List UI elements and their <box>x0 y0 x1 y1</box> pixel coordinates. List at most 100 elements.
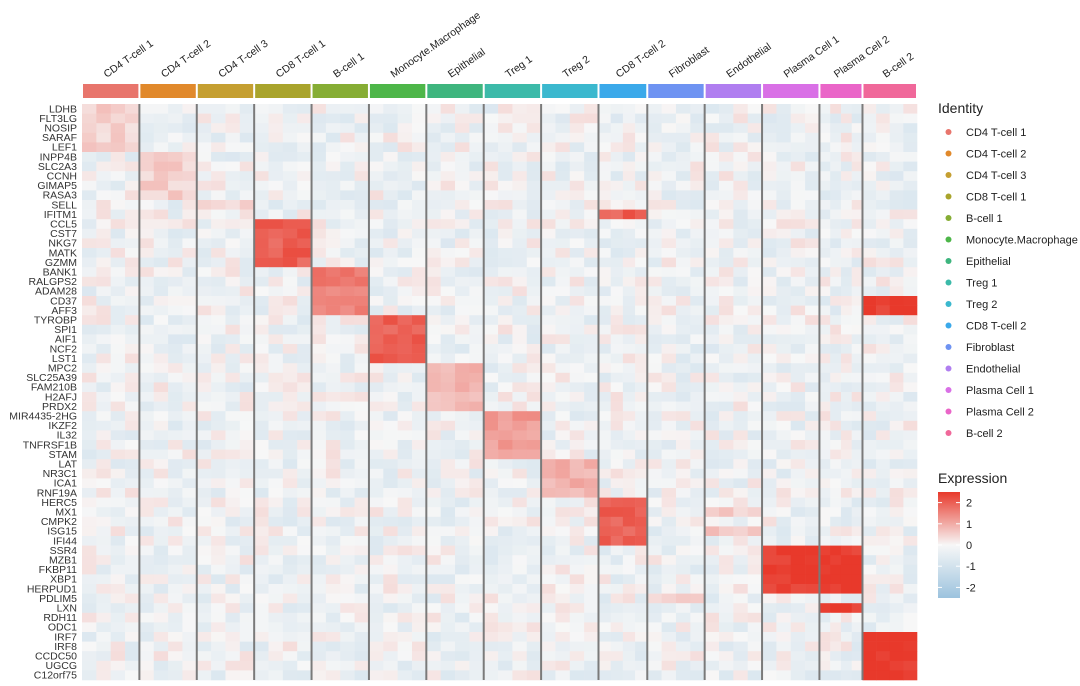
heatmap-cell <box>110 104 126 114</box>
heatmap-cell <box>541 238 556 249</box>
heatmap-cell <box>790 296 806 306</box>
heatmap-cell <box>830 603 842 614</box>
heatmap-cell <box>862 536 877 546</box>
gene-label: NKG7 <box>48 238 77 250</box>
heatmap-cell <box>268 248 284 258</box>
heatmap-cell <box>675 238 691 249</box>
heatmap-cell <box>125 372 140 383</box>
heatmap-cell <box>584 536 599 546</box>
heatmap-cell <box>622 641 636 652</box>
heatmap-cell <box>354 555 370 566</box>
heatmap-cell <box>862 497 877 508</box>
heatmap-cell <box>182 488 198 498</box>
cluster-label: CD4 T-cell 3 <box>216 38 270 81</box>
heatmap-cell <box>862 372 877 383</box>
heatmap-cell <box>254 248 269 258</box>
heatmap-cell <box>747 228 763 239</box>
heatmap-cell <box>622 353 636 364</box>
heatmap-cell <box>96 468 111 479</box>
heatmap-cell <box>610 276 624 287</box>
heatmap-cell <box>526 324 542 335</box>
heatmap-cell <box>426 171 441 182</box>
heatmap-cell <box>139 248 155 258</box>
heatmap-cell <box>555 449 571 460</box>
heatmap-cell <box>325 430 341 441</box>
heatmap-cell <box>512 641 528 652</box>
heatmap-cell <box>96 449 111 460</box>
heatmap-cell <box>96 276 111 287</box>
heatmap-cell <box>776 574 792 585</box>
heatmap-cell <box>196 344 212 354</box>
gene-label: HERC5 <box>41 497 77 509</box>
heatmap-cell <box>635 430 648 441</box>
heatmap-cell <box>526 632 542 642</box>
heatmap-cell <box>903 142 918 153</box>
heatmap-cell <box>469 516 485 527</box>
heatmap-cell <box>704 257 720 268</box>
heatmap-cell <box>254 171 269 182</box>
heatmap-cell <box>584 209 599 220</box>
heatmap-cell <box>610 401 624 412</box>
heatmap-cell <box>96 324 111 335</box>
heatmap-cell <box>876 315 891 326</box>
heatmap-cell <box>526 142 542 153</box>
heatmap-cell <box>225 123 241 134</box>
heatmap-cell <box>211 641 226 652</box>
heatmap-cell <box>297 123 312 134</box>
heatmap-cell <box>622 420 636 431</box>
heatmap-cell <box>340 238 355 249</box>
heatmap-cell <box>776 440 792 450</box>
heatmap-cell <box>211 228 226 239</box>
heatmap-cell <box>647 660 662 671</box>
heatmap-cell <box>82 238 97 249</box>
heatmap-cell <box>584 420 599 431</box>
heatmap-cell <box>340 344 355 354</box>
heatmap-cell <box>340 392 355 402</box>
heatmap-cell <box>455 632 470 642</box>
heatmap-cell <box>397 507 413 518</box>
heatmap-cell <box>96 411 111 422</box>
heatmap-cell <box>512 612 528 623</box>
heatmap-cell <box>889 507 904 518</box>
heatmap-cell <box>397 123 413 134</box>
heatmap-cell <box>762 353 777 364</box>
heatmap-cell <box>569 516 585 527</box>
heatmap-cell <box>661 564 677 575</box>
heatmap-cell <box>762 344 777 354</box>
heatmap-cell <box>397 526 413 537</box>
heatmap-cell <box>153 171 169 182</box>
heatmap-cell <box>830 228 842 239</box>
heatmap-cell <box>311 209 327 220</box>
heatmap-cell <box>584 286 599 297</box>
heatmap-cell <box>555 545 571 556</box>
heatmap-cell <box>297 257 312 268</box>
heatmap-cell <box>733 296 749 306</box>
heatmap-cell <box>541 152 556 162</box>
heatmap-cell <box>125 171 140 182</box>
heatmap-cell <box>876 353 891 364</box>
heatmap-cell <box>569 209 585 220</box>
heatmap-cell <box>368 440 384 450</box>
heatmap-cell <box>354 536 370 546</box>
heatmap-cell <box>512 219 528 230</box>
heatmap-cell <box>851 526 863 537</box>
heatmap-cell <box>876 142 891 153</box>
heatmap-cell <box>790 622 806 633</box>
heatmap-cell <box>876 430 891 441</box>
heatmap-cell <box>876 392 891 402</box>
heatmap-cell <box>747 430 763 441</box>
heatmap-cell <box>498 219 513 230</box>
heatmap-cell <box>455 248 470 258</box>
heatmap-cell <box>297 171 312 182</box>
heatmap-cell <box>584 670 599 681</box>
cluster-color-bars <box>83 84 916 98</box>
heatmap-cell <box>541 180 556 191</box>
heatmap-cell <box>139 382 155 393</box>
heatmap-cell <box>610 612 624 623</box>
heatmap-cell <box>584 113 599 124</box>
heatmap-cell <box>168 507 183 518</box>
heatmap-cell <box>690 507 705 518</box>
heatmap-cell <box>790 641 806 652</box>
heatmap-cell <box>125 180 140 191</box>
heatmap-cell <box>440 574 456 585</box>
